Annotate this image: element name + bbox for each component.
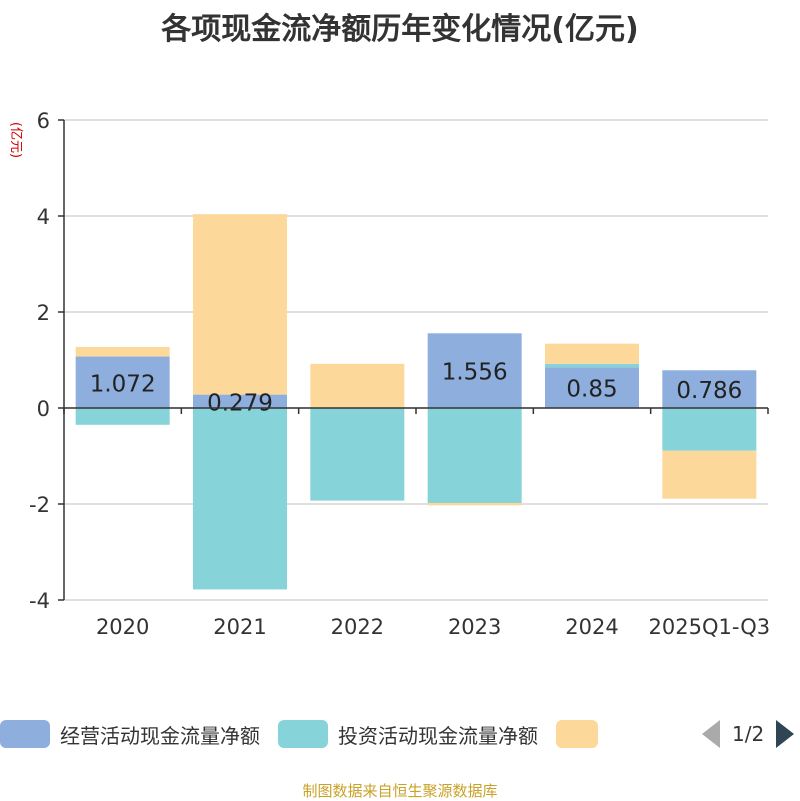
data-label: 0.786: [676, 378, 742, 404]
bar-series1-2020[interactable]: [75, 408, 170, 425]
bar-series2-2022[interactable]: [310, 363, 405, 408]
bar-series0-2024[interactable]: [545, 367, 639, 408]
bar-series0-2025Q1-Q3[interactable]: [662, 370, 757, 408]
prev-page-icon[interactable]: [702, 720, 720, 748]
axes: 6 4 2 0 -2 -4 2020 2021 2022 2023 2024 2025Q1-Q3: [29, 109, 770, 639]
bar-series2-2023[interactable]: [427, 503, 522, 506]
bar-series2-2024[interactable]: [545, 343, 639, 364]
y-tick-label: 4: [37, 205, 50, 229]
bar-series0-2020[interactable]: [75, 356, 170, 408]
legend-item-operating[interactable]: 经营活动现金流量净额: [0, 720, 260, 749]
legend-label-operating: 经营活动现金流量净额: [60, 723, 260, 748]
y-tick-label: -4: [29, 589, 50, 613]
x-tick-label: 2023: [448, 615, 501, 639]
data-label: 1.072: [90, 371, 156, 397]
bar-series2-2025Q1-Q3[interactable]: [662, 450, 757, 499]
legend-swatch-operating: [0, 720, 50, 748]
bar-series1-2025Q1-Q3[interactable]: [662, 408, 757, 451]
bar-series2-2020[interactable]: [75, 346, 170, 357]
x-tick-label: 2025Q1-Q3: [649, 615, 771, 639]
legend-swatch-investing: [278, 720, 328, 748]
source-note: 制图数据来自恒生聚源数据库: [302, 782, 498, 800]
legend: 经营活动现金流量净额 投资活动现金流量净额: [0, 716, 626, 752]
legend-swatch-third: [556, 720, 598, 748]
data-label: 0.279: [207, 390, 273, 416]
data-labels: 1.072 0.279 1.556 0.85 0.786: [90, 360, 743, 417]
bar-series1-2023[interactable]: [427, 408, 522, 504]
bar-series1-2022[interactable]: [310, 408, 405, 501]
bars: [75, 214, 757, 590]
bar-series0-2021[interactable]: [193, 394, 287, 408]
legend-page-indicator: 1/2: [732, 722, 765, 746]
next-page-icon[interactable]: [776, 720, 795, 748]
legend-label-investing: 投资活动现金流量净额: [338, 723, 538, 748]
chart-plot: 1.072 0.279 1.556 0.85 0.786 6 4 2 0 -2 -4 2020 202…: [8, 109, 770, 639]
bar-series2-2021[interactable]: [193, 214, 287, 395]
x-tick-label: 2021: [213, 615, 266, 639]
x-tick-label: 2022: [331, 615, 384, 639]
legend-item-investing[interactable]: 投资活动现金流量净额: [278, 720, 538, 749]
legend-pager: 1/2: [702, 716, 795, 752]
data-label: 1.556: [442, 360, 508, 386]
chart-title: 各项现金流净额历年变化情况(亿元): [161, 12, 639, 47]
bar-series1-2024[interactable]: [545, 363, 639, 368]
y-tick-label: 0: [37, 397, 50, 421]
x-tick-label: 2020: [96, 615, 149, 639]
y-tick-label: 6: [37, 109, 50, 133]
data-label: 0.85: [566, 377, 617, 403]
y-tick-label: -2: [29, 493, 50, 517]
bar-series0-2023[interactable]: [427, 333, 522, 408]
y-axis-label: (亿元): [8, 122, 23, 158]
x-tick-label: 2024: [565, 615, 618, 639]
bar-series1-2021[interactable]: [193, 408, 287, 590]
legend-item-third[interactable]: [556, 720, 608, 748]
y-tick-label: 2: [37, 301, 50, 325]
